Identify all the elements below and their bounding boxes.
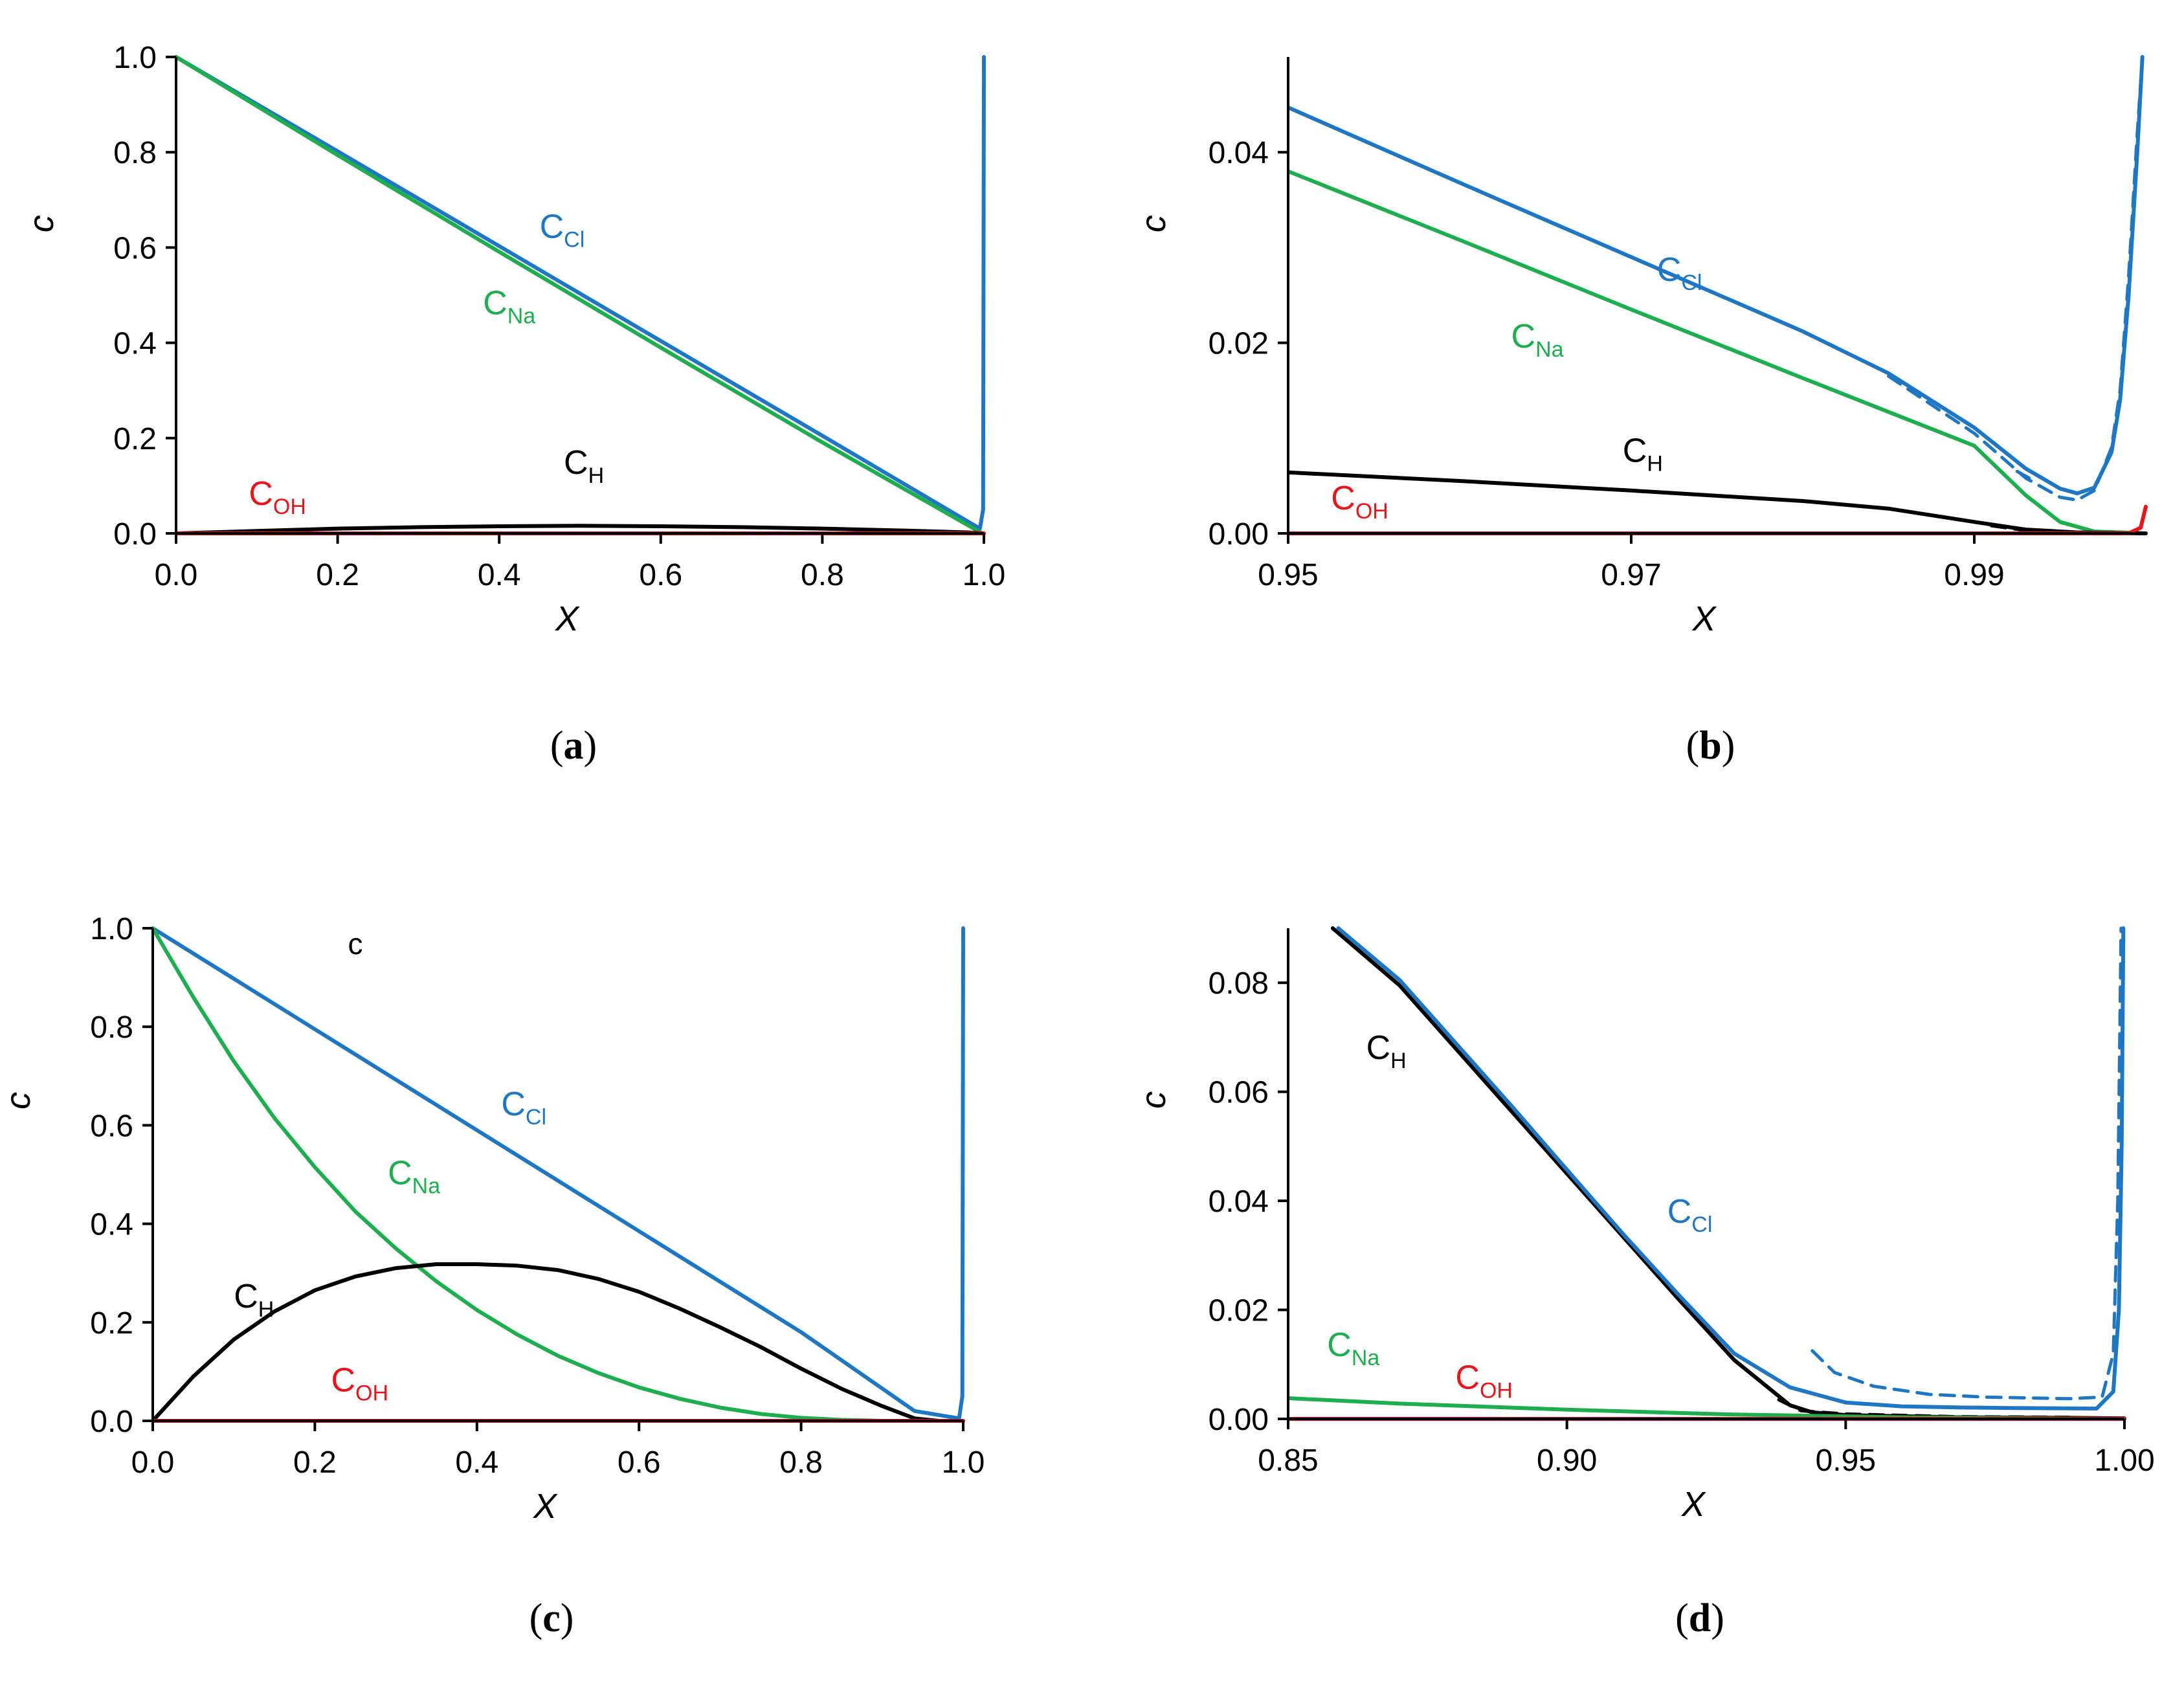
y-tick-label: 1.0 [113, 41, 157, 75]
series-line-c-cl-model-short [2015, 469, 2031, 480]
series-line-c-h [151, 1262, 965, 1423]
series-annotation-cl: CCl [1657, 251, 1702, 295]
series-annotation-na: CNa [1511, 318, 1564, 362]
y-tick-label: 0.0 [90, 1405, 133, 1439]
y-tick-label: 0.02 [1209, 327, 1269, 361]
y-tick-label: 0.08 [1209, 966, 1269, 1001]
x-tick-label: 0.2 [293, 1445, 337, 1480]
x-axis-label: X [1680, 1485, 1706, 1524]
y-tick-label: 0.6 [113, 231, 157, 265]
y-tick-label: 0.2 [113, 422, 157, 456]
series-annotation-h: CH [564, 444, 604, 488]
x-tick-label: 0.8 [779, 1445, 823, 1480]
series-line-c-cl [151, 926, 965, 1421]
y-axis-label: c [1134, 215, 1173, 232]
series-line-c-h [175, 524, 986, 535]
panel-caption: (b) [1686, 724, 1735, 768]
series-line-c-cl [175, 55, 986, 531]
y-tick-label: 0.6 [90, 1109, 133, 1143]
y-axis-label: c [22, 215, 61, 232]
series-annotation-na: CNa [388, 1155, 440, 1199]
x-axis-label: X [532, 1487, 558, 1526]
series-annotation-h: CH [234, 1278, 274, 1322]
series-line-c-na [1287, 169, 2148, 535]
panel-caption: (d) [1675, 1596, 1724, 1640]
x-tick-label: 0.0 [155, 558, 198, 592]
y-tick-label: 0.02 [1209, 1294, 1269, 1328]
x-tick-label: 0.90 [1537, 1443, 1597, 1478]
series-annotation-cl: CCl [540, 208, 585, 252]
y-axis-label: c [0, 1092, 38, 1109]
x-tick-label: 0.85 [1258, 1443, 1318, 1478]
series-line-c-cl-model [1887, 55, 2145, 502]
series-group [1287, 55, 2148, 535]
series-annotation-h: CH [1366, 1029, 1407, 1073]
series-annotation-cl: CCl [1667, 1193, 1713, 1237]
y-tick-label: 1.0 [90, 912, 133, 946]
series-line-c-na [151, 926, 884, 1423]
y-tick-label: 0.4 [113, 327, 157, 361]
x-tick-label: 1.0 [942, 1445, 985, 1480]
series-line-c-cl-model [1811, 926, 2123, 1401]
series-line-c-cl [1287, 55, 2145, 496]
y-tick-label: 0.04 [1209, 1185, 1269, 1219]
x-tick-label: 0.97 [1601, 558, 1661, 592]
x-tick-label: 1.0 [963, 558, 1006, 592]
panel-a: 0.0 0.2 0.4 0.6 0.8 1.0 0.0 0.2 0.4 0.6 0.8 1.0 Xc CC… [22, 41, 1005, 768]
x-tick-label: 0.95 [1258, 558, 1318, 592]
y-tick-label: 0.00 [1209, 1403, 1269, 1437]
y-tick-label: 0.04 [1209, 136, 1269, 170]
y-tick-label: 0.2 [90, 1306, 133, 1341]
series-annotation-oh: COH [1331, 480, 1388, 524]
x-tick-label: 0.4 [455, 1445, 498, 1480]
x-tick-label: 1.00 [2094, 1443, 2154, 1478]
x-tick-label: 0.0 [131, 1445, 175, 1480]
y-tick-label: 0.0 [113, 517, 157, 552]
inset-label: c [348, 927, 363, 961]
y-tick-label: 0.00 [1209, 517, 1269, 552]
series-annotation-oh: COH [331, 1361, 388, 1405]
y-tick-label: 0.4 [90, 1208, 133, 1242]
panel-caption: (c) [529, 1596, 574, 1640]
x-axis-label: X [554, 599, 580, 638]
series-annotation-oh: COH [1455, 1359, 1513, 1403]
y-tick-label: 0.8 [90, 1010, 133, 1045]
series-annotation-h: CH [1623, 432, 1663, 476]
x-tick-label: 0.4 [478, 558, 521, 592]
x-tick-label: 0.6 [639, 558, 682, 592]
y-tick-label: 0.8 [113, 136, 157, 170]
series-annotation-na: CNa [483, 284, 535, 328]
series-line-c-na [175, 55, 985, 535]
x-axis-label: X [1691, 599, 1717, 638]
y-tick-label: 0.06 [1209, 1076, 1269, 1110]
panel-b: 0.00 0.02 0.04 0.95 0.97 0.99 Xc CCl CNa CH COH (b) [1134, 55, 2148, 768]
y-axis-label: c [1134, 1091, 1173, 1109]
x-tick-label: 0.6 [618, 1445, 661, 1480]
panel-caption: (a) [550, 724, 597, 768]
panel-d: 0.00 0.02 0.04 0.06 0.08 0.85 0.90 0.95 1.00 Xc CC… [1134, 926, 2155, 1640]
x-tick-label: 0.2 [316, 558, 359, 592]
x-tick-label: 0.8 [801, 558, 844, 592]
series-line-c-cl [1336, 926, 2126, 1410]
x-tick-label: 0.95 [1816, 1443, 1876, 1478]
panel-c: 0.0 0.2 0.4 0.6 0.8 1.0 0.0 0.2 0.4 0.6 0.8 1.0 Xc c C… [0, 912, 985, 1640]
series-annotation-oh: COH [249, 475, 306, 519]
series-annotation-na: CNa [1327, 1326, 1379, 1370]
series-annotation-cl: CCl [501, 1086, 546, 1130]
x-tick-label: 0.99 [1944, 558, 2004, 592]
